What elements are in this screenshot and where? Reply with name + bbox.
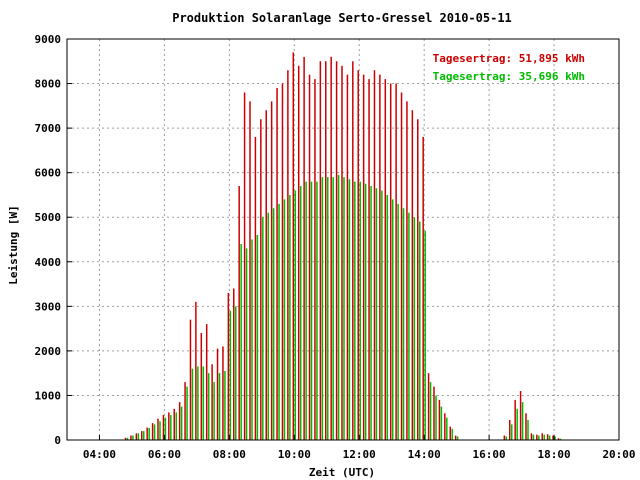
y-axis-label: Leistung [W] [7, 205, 20, 284]
legend: Tagesertrag: 51,895 kWh Tagesertrag: 35,… [433, 52, 585, 83]
y-tick-label: 1000 [35, 389, 62, 402]
y-tick-label: 0 [54, 434, 61, 447]
plot-frame [66, 38, 620, 441]
x-tick-label: 04:00 [83, 448, 116, 461]
y-tick-label: 9000 [35, 33, 62, 46]
legend-entry-2: Tagesertrag: 35,696 kWh [433, 70, 585, 83]
y-tick-label: 5000 [35, 211, 62, 224]
legend-entry-1: Tagesertrag: 51,895 kWh [433, 52, 585, 65]
x-tick-label: 12:00 [343, 448, 376, 461]
x-tick-label: 10:00 [278, 448, 311, 461]
y-tick-label: 4000 [35, 256, 62, 269]
x-tick-label: 06:00 [148, 448, 181, 461]
chart-title: Produktion Solaranlage Serto-Gressel 201… [172, 11, 512, 25]
x-tick-label: 18:00 [537, 448, 570, 461]
x-tick-label: 08:00 [213, 448, 246, 461]
axis-ticks: 04:00 06:00 08:00 10:00 12:00 14:00 16:00 18:00… [35, 33, 636, 461]
y-tick-label: 7000 [35, 122, 62, 135]
y-tick-label: 3000 [35, 300, 62, 313]
x-tick-label: 14:00 [408, 448, 441, 461]
x-tick-label: 16:00 [473, 448, 506, 461]
y-tick-label: 6000 [35, 167, 62, 180]
y-tick-label: 2000 [35, 345, 62, 358]
y-tick-label: 8000 [35, 78, 62, 91]
grid [67, 38, 620, 441]
x-tick-label: 20:00 [602, 448, 635, 461]
data-bars [124, 52, 562, 440]
x-axis-label: Zeit (UTC) [309, 466, 375, 479]
